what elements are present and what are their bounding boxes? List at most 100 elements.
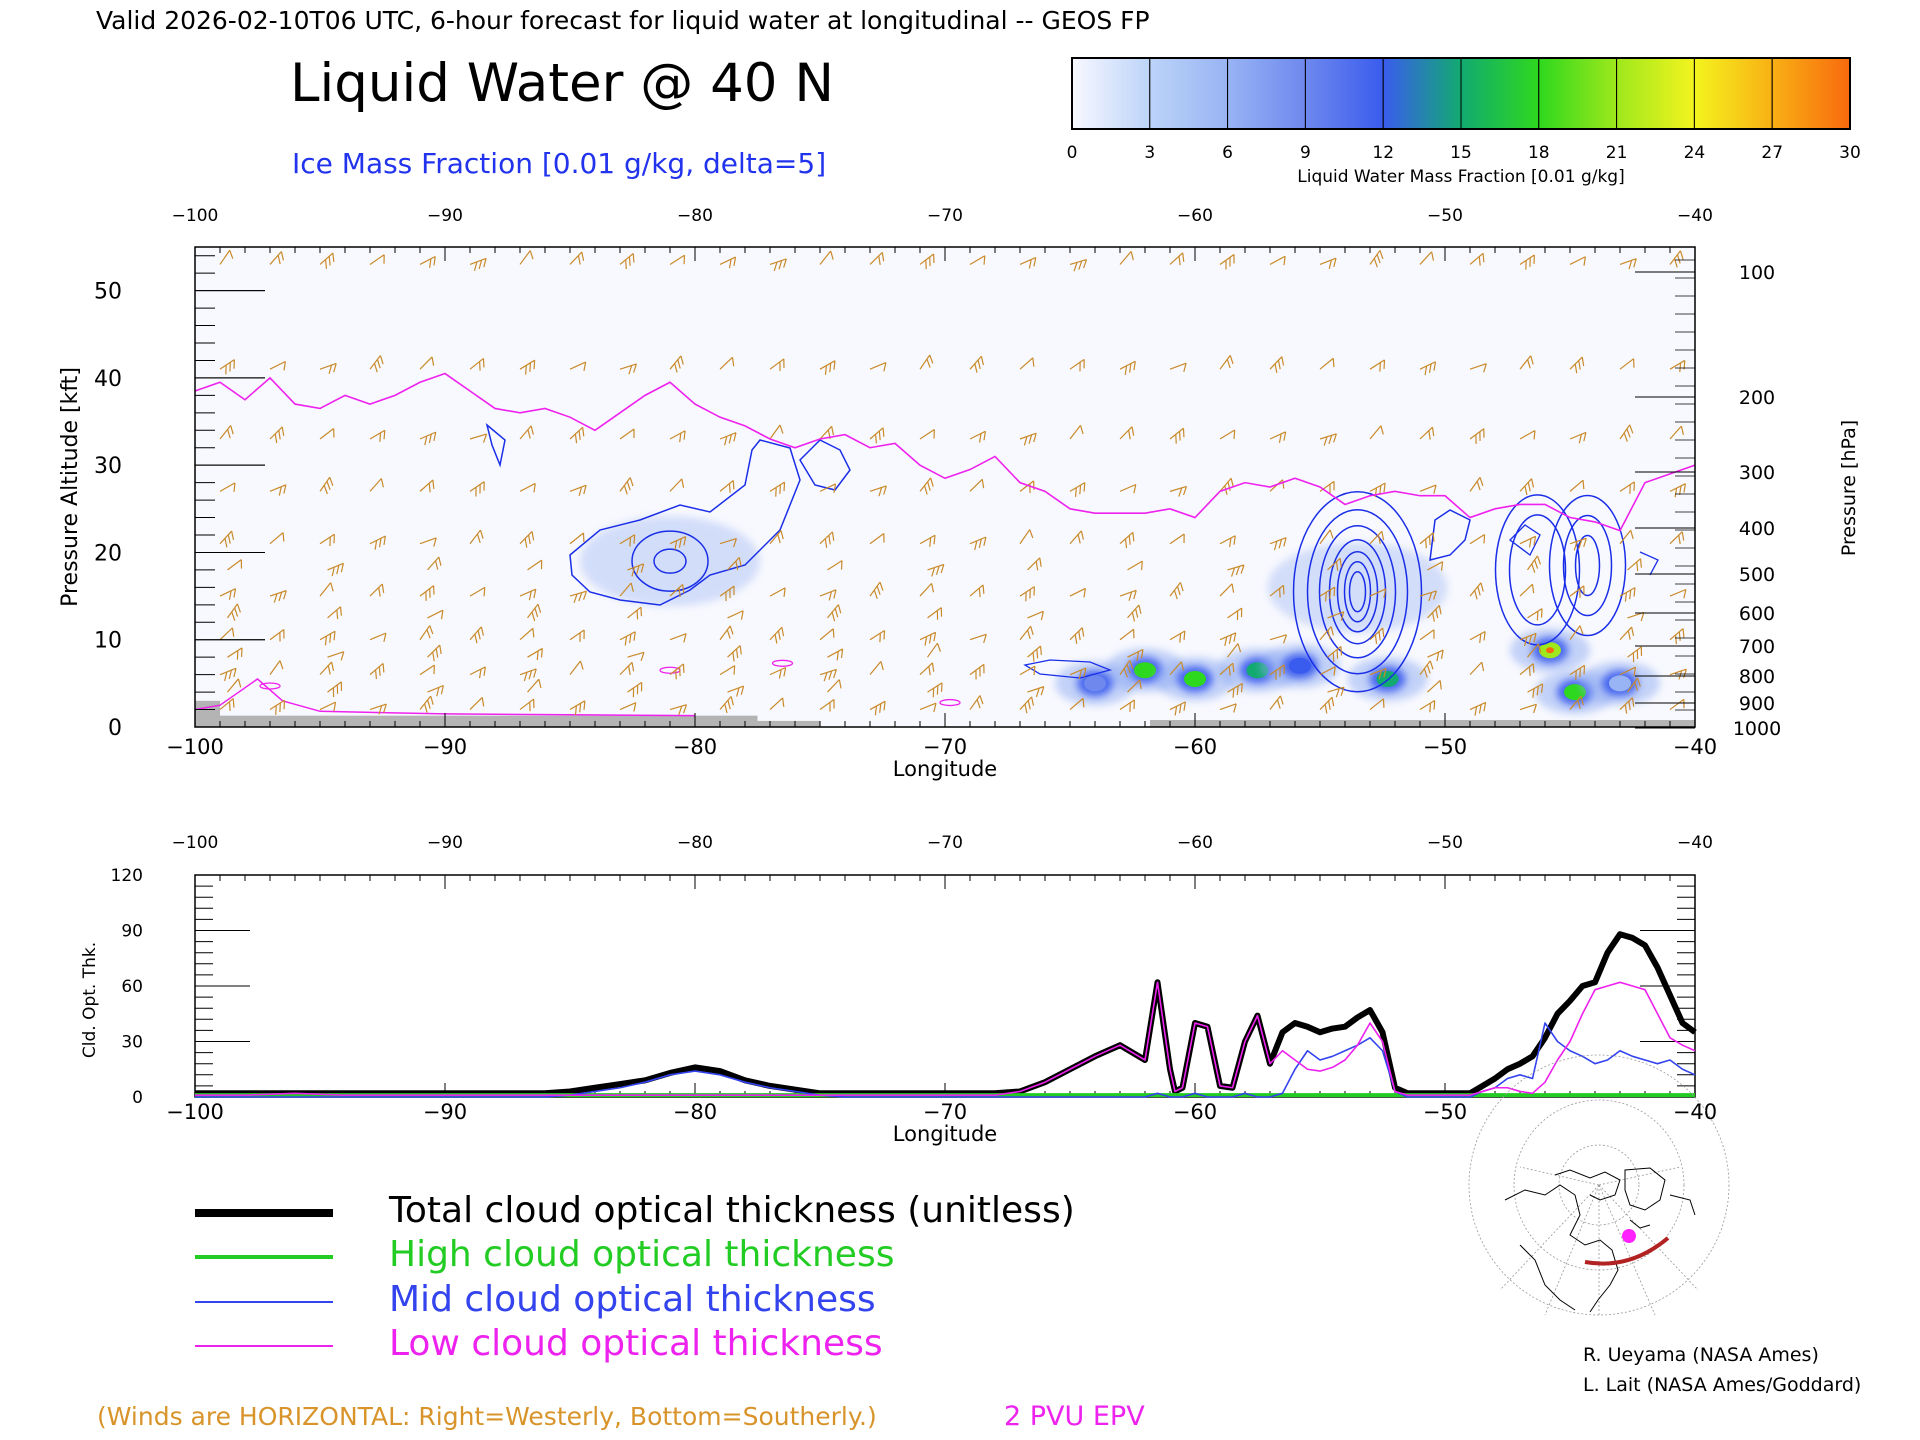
wind-barb (1269, 255, 1286, 266)
x-tick-label-bottom: −60 (1173, 735, 1217, 759)
wind-barb (1069, 530, 1085, 545)
map-track-arc (1584, 1236, 1670, 1266)
wind-barb (1669, 628, 1685, 645)
wind-barb (969, 695, 984, 710)
wind-barb (1269, 431, 1287, 443)
wind-barb (569, 629, 585, 642)
wind-barb (319, 630, 336, 646)
colorbar-tick-label: 3 (1144, 143, 1155, 163)
wind-barb (319, 701, 337, 712)
wind-barb (1119, 250, 1134, 265)
wind-barb (427, 684, 444, 697)
wind-barb (419, 585, 435, 601)
wind-barb (1219, 703, 1237, 713)
wind-barb (919, 534, 936, 547)
wind-barb (327, 651, 345, 661)
wind-barb (569, 361, 587, 371)
wind-barb (727, 685, 745, 697)
x-tick-label-bottom: −40 (1673, 735, 1717, 759)
wind-barb (919, 354, 934, 370)
wind-barb (1369, 698, 1385, 711)
wind-barb (1569, 537, 1587, 551)
bottom-x-tick-label: −50 (1423, 1100, 1467, 1124)
liquid-water-halo (1267, 542, 1448, 633)
wind-barb (219, 588, 237, 600)
bottom-x-tick-label-top: −60 (1177, 833, 1213, 853)
wind-barb (1169, 252, 1185, 266)
wind-barb (1327, 686, 1345, 698)
wind-barb (1569, 256, 1586, 266)
wind-barb (269, 629, 285, 642)
wind-barb (769, 424, 784, 440)
x-tick-label-top: −100 (172, 206, 219, 226)
colorbar-cell (1071, 57, 1151, 130)
wind-barb (1219, 535, 1236, 548)
wind-barb (1327, 611, 1345, 621)
wind-barb (1069, 424, 1084, 440)
wind-barb (827, 679, 842, 693)
wind-barb (669, 478, 685, 492)
wind-barb (227, 647, 243, 660)
wind-barb (1269, 584, 1285, 598)
wind-barb (819, 699, 835, 712)
wind-barb (1427, 561, 1444, 571)
wind-barb (1527, 643, 1542, 658)
wind-barb (1519, 663, 1535, 676)
wind-barb (719, 256, 737, 269)
wind-barb (1227, 564, 1245, 577)
colorbar: 0 3 6 9 12 15 18 21 24 27 30 Liquid Water Mass Fra… (1067, 57, 1861, 187)
wind-barb (1519, 478, 1535, 496)
map-coastlines (1504, 1167, 1696, 1313)
x-tick-label-bottom: −80 (673, 735, 717, 759)
wind-barb (1519, 355, 1534, 370)
y-tick-label-left: 10 (94, 629, 122, 654)
wind-barbs (219, 249, 1687, 716)
wind-barb (569, 251, 585, 265)
wind-barb (1019, 257, 1037, 269)
optical-thickness-panel: −100 −100 −90 −90 −80 −80 −70 −70 −60 −60 −50 −50 −4… (80, 833, 1717, 1146)
wind-barb (1169, 582, 1184, 600)
wind-barb (219, 530, 235, 548)
y-tick-label-right: 600 (1739, 603, 1775, 625)
ice-contour (1343, 560, 1372, 623)
wind-barb (669, 254, 686, 265)
wind-barb (1419, 660, 1434, 678)
wind-barb (969, 584, 985, 598)
x-tick-label-top: −70 (927, 206, 963, 226)
wind-barb (1569, 664, 1586, 680)
wind-barb (1369, 588, 1387, 598)
wind-barb (369, 632, 387, 643)
wind-barb (1427, 649, 1444, 662)
wind-barb (1169, 533, 1185, 545)
wind-barb (269, 360, 286, 371)
wind-barb (269, 699, 286, 715)
wind-barb (419, 356, 435, 370)
ice-contour (1574, 534, 1601, 597)
wind-barb (427, 556, 442, 571)
legend: Total cloud optical thickness (unitless)… (195, 1190, 1075, 1364)
wind-barb (319, 362, 337, 375)
x-tick-label-top: −90 (427, 206, 463, 226)
wind-barb (369, 254, 385, 265)
terrain-segment (757, 720, 820, 727)
wind-barb (469, 586, 486, 597)
optical-thickness-frame (194, 874, 1696, 1098)
wind-barb (1227, 682, 1243, 698)
wind-barb (1119, 531, 1135, 549)
wind-barb (769, 666, 787, 679)
wind-barb (1169, 362, 1187, 372)
colorbar-tick-label: 6 (1222, 143, 1233, 163)
wind-barb (619, 477, 634, 495)
wind-barb (1069, 258, 1088, 272)
credit-ueyama: R. Ueyama (NASA Ames) (1583, 1344, 1819, 1366)
wind-barb (1069, 697, 1085, 711)
wind-barb (669, 355, 684, 373)
wind-barb (669, 430, 686, 443)
wind-barb (769, 697, 785, 710)
wind-barb (1619, 626, 1635, 641)
wind-barb (519, 250, 534, 265)
wind-barb (1219, 583, 1235, 597)
wind-barb (1119, 360, 1136, 376)
colorbar-cell (1227, 57, 1306, 130)
